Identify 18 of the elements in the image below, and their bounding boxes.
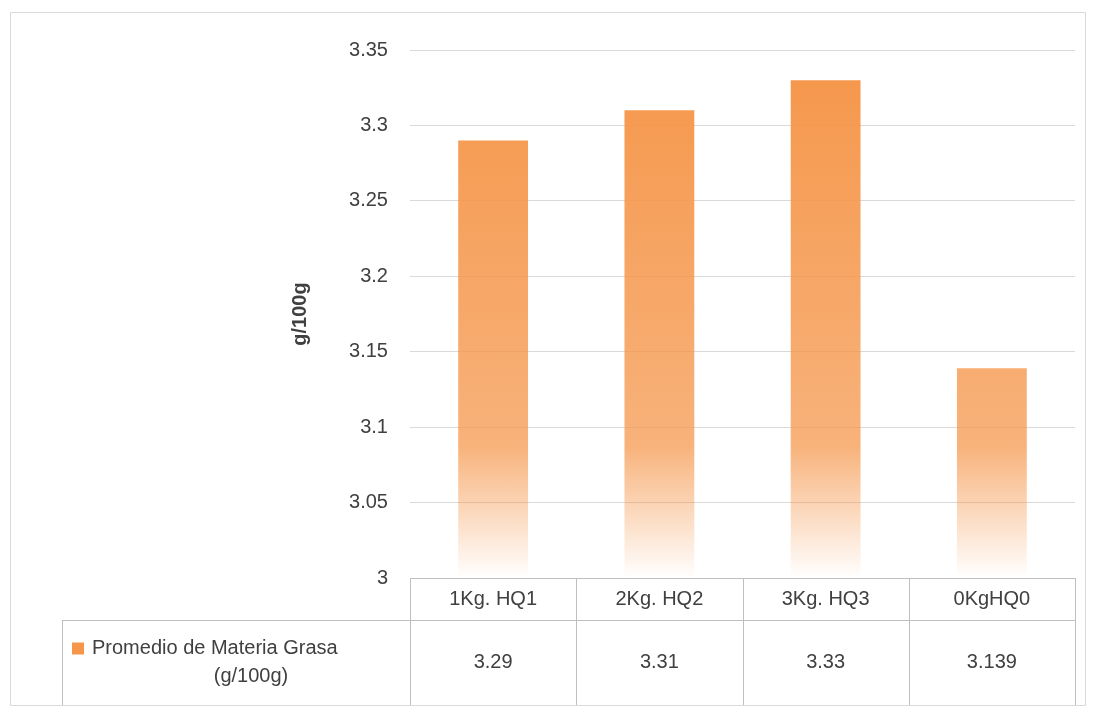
y-tick-label: 3.25 bbox=[349, 188, 388, 211]
y-tick-label: 3.15 bbox=[349, 339, 388, 362]
data-label: 3.29 bbox=[473, 650, 513, 673]
y-axis-title: g/100g bbox=[287, 282, 310, 346]
x-tick-label: 2Kg. HQ2 bbox=[615, 586, 704, 609]
x-tick-label: 1Kg. HQ1 bbox=[449, 586, 538, 609]
y-tick-label: 3 bbox=[376, 565, 388, 588]
x-tick-label: 0KgHQ0 bbox=[953, 586, 1031, 609]
y-tick-label: 3.35 bbox=[349, 37, 388, 60]
legend-label: Promedio de Materia Grasa (g/100g) bbox=[92, 636, 339, 687]
y-tick-label: 3.05 bbox=[349, 490, 388, 513]
x-tick-label: 3Kg. HQ3 bbox=[781, 586, 870, 609]
y-tick-label: 3.1 bbox=[360, 414, 388, 437]
y-tick-label: 3.2 bbox=[360, 263, 388, 286]
data-label: 3.139 bbox=[966, 650, 1017, 673]
data-label: 3.31 bbox=[639, 650, 679, 673]
y-tick-label: 3.3 bbox=[360, 112, 388, 135]
data-label: 3.33 bbox=[806, 650, 846, 673]
